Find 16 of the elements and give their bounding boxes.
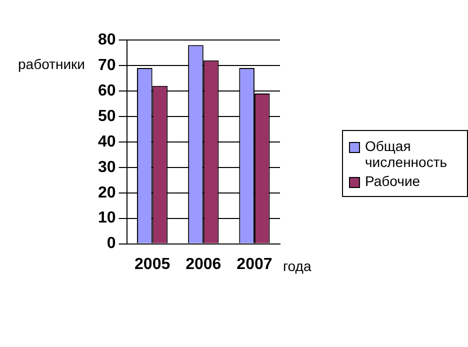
y-tick-label: 10 [98,210,116,227]
legend-label: Общая численность [365,138,448,170]
legend-label: Рабочие [365,173,420,189]
y-tick-label: 40 [98,133,116,150]
y-tick-label: 0 [106,235,116,252]
y-tick-label: 70 [98,56,116,74]
x-axis-title: года [283,258,312,274]
y-tick-label: 20 [98,184,116,202]
x-tick-label: 2006 [186,256,222,273]
y-tick-label: 60 [98,82,116,100]
y-axis-title: работники [18,56,85,72]
x-tick-label: 2005 [134,256,170,273]
y-tick-label: 50 [98,108,116,125]
y-tick-label: 30 [98,158,116,176]
x-tick-label: 2007 [236,256,272,273]
y-tick-label: 80 [98,31,116,48]
